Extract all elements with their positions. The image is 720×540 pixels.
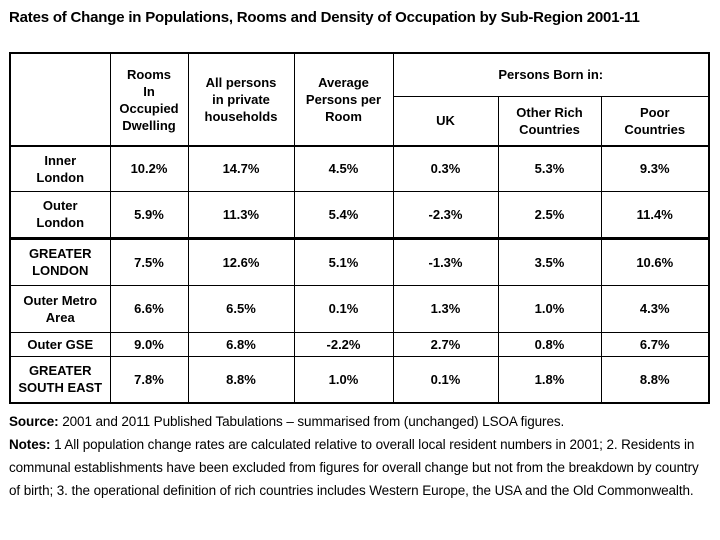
row-label: Outer London	[9, 190, 111, 239]
data-cell: 12.6%	[187, 236, 295, 286]
col-group-header-persons-born-in: Persons Born in:	[392, 52, 710, 97]
data-cell: 6.6%	[109, 284, 189, 333]
col-header-avg-persons-per-room: Average Persons per Room	[293, 52, 394, 147]
col-header-uk: UK	[392, 95, 499, 147]
data-cell: 1.0%	[497, 284, 602, 333]
data-cell: 9.3%	[600, 145, 710, 192]
data-cell: 6.8%	[187, 331, 295, 357]
data-cell: 0.1%	[293, 284, 394, 333]
data-cell: 0.1%	[392, 355, 499, 404]
row-inner-london: Inner London 10.2% 14.7% 4.5% 0.3% 5.3% …	[9, 145, 710, 192]
data-cell: 10.6%	[600, 236, 710, 286]
row-outer-london: Outer London 5.9% 11.3% 5.4% -2.3% 2.5% …	[9, 190, 710, 239]
header-row-sub: UK Other Rich Countries Poor Countries	[10, 95, 710, 147]
data-cell: 1.0%	[293, 355, 394, 404]
data-cell: 4.3%	[600, 284, 710, 333]
data-cell: -2.3%	[392, 190, 499, 239]
data-cell: 11.3%	[187, 190, 295, 239]
corner-cell	[9, 52, 111, 147]
source-note: Source: 2001 and 2011 Published Tabulati…	[9, 410, 711, 502]
data-cell: 6.7%	[600, 331, 710, 357]
population-change-table: Rooms In Occupied Dwelling All persons i…	[9, 52, 710, 404]
data-cell: 3.5%	[497, 236, 602, 286]
row-outer-metro-area: Outer Metro Area 6.6% 6.5% 0.1% 1.3% 1.0…	[9, 284, 710, 333]
row-greater-south-east: GREATER SOUTH EAST 7.8% 8.8% 1.0% 0.1% 1…	[9, 355, 710, 404]
row-label: Outer GSE	[9, 331, 111, 357]
data-cell: 5.4%	[293, 190, 394, 239]
row-label: Inner London	[9, 145, 111, 192]
notes-text: 1 All population change rates are calcul…	[9, 437, 699, 498]
col-header-poor-countries: Poor Countries	[600, 95, 710, 147]
data-cell: 9.0%	[109, 331, 189, 357]
col-header-other-rich-countries: Other Rich Countries	[497, 95, 602, 147]
source-label: Source:	[9, 414, 59, 429]
data-cell: 7.5%	[109, 236, 189, 286]
col-header-rooms: Rooms In Occupied Dwelling	[109, 52, 189, 147]
row-label: Outer Metro Area	[9, 284, 111, 333]
data-cell: -2.2%	[293, 331, 394, 357]
col-header-all-persons: All persons in private households	[187, 52, 295, 147]
row-greater-london: GREATER LONDON 7.5% 12.6% 5.1% -1.3% 3.5…	[9, 236, 710, 286]
data-cell: 10.2%	[109, 145, 189, 192]
data-cell: 2.5%	[497, 190, 602, 239]
data-cell: 1.8%	[497, 355, 602, 404]
data-cell: 0.3%	[392, 145, 499, 192]
data-cell: 8.8%	[187, 355, 295, 404]
row-label: GREATER LONDON	[9, 236, 111, 286]
header-row-group: Rooms In Occupied Dwelling All persons i…	[9, 52, 710, 147]
data-cell: 0.8%	[497, 331, 602, 357]
data-cell: 11.4%	[600, 190, 710, 239]
data-cell: 5.1%	[293, 236, 394, 286]
document-page: Rates of Change in Populations, Rooms an…	[9, 9, 711, 502]
data-cell: 6.5%	[187, 284, 295, 333]
page-title: Rates of Change in Populations, Rooms an…	[9, 9, 640, 26]
row-label: GREATER SOUTH EAST	[9, 355, 111, 404]
data-cell: 2.7%	[392, 331, 499, 357]
notes-label: Notes:	[9, 437, 51, 452]
data-cell: 5.9%	[109, 190, 189, 239]
data-cell: 14.7%	[187, 145, 295, 192]
data-cell: -1.3%	[392, 236, 499, 286]
data-cell: 8.8%	[600, 355, 710, 404]
data-cell: 5.3%	[497, 145, 602, 192]
row-outer-gse: Outer GSE 9.0% 6.8% -2.2% 2.7% 0.8% 6.7%	[9, 331, 710, 357]
data-cell: 7.8%	[109, 355, 189, 404]
source-text: 2001 and 2011 Published Tabulations – su…	[62, 414, 565, 429]
data-cell: 4.5%	[293, 145, 394, 192]
data-cell: 1.3%	[392, 284, 499, 333]
